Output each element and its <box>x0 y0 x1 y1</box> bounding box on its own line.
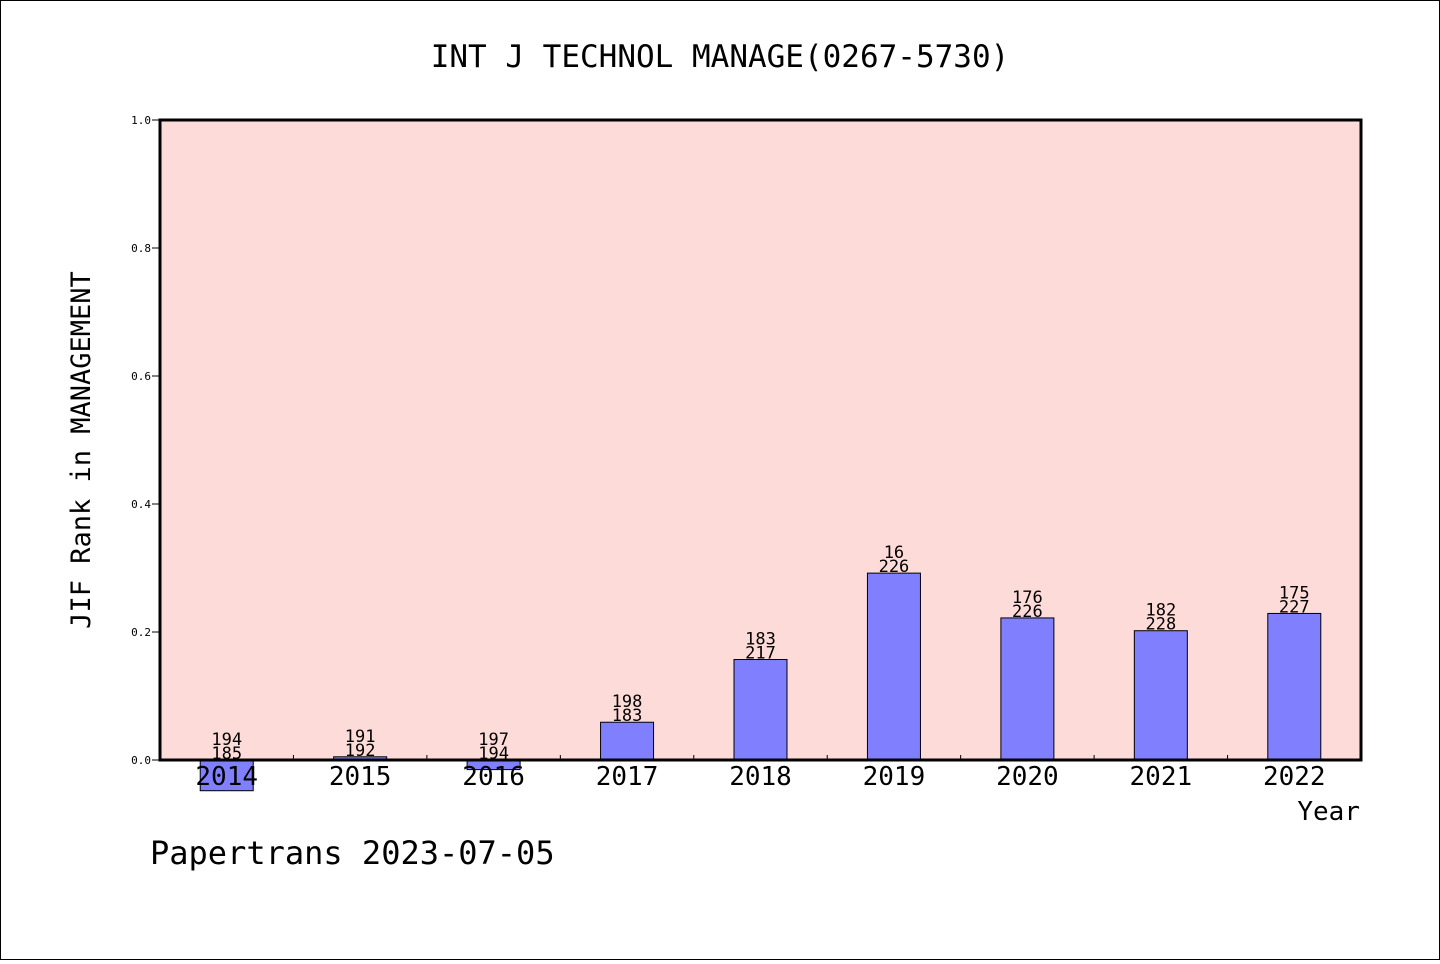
y-tick-label: 0.8 <box>131 242 151 255</box>
data-label-rank: 194 <box>211 730 242 750</box>
data-label-rank: 198 <box>612 692 643 712</box>
x-tick-label: 2021 <box>1130 762 1193 792</box>
bar-2018 <box>733 659 788 761</box>
y-tick-label: 0.6 <box>131 370 151 383</box>
x-tick-label: 2019 <box>863 762 926 792</box>
data-label-total: 228 <box>1145 615 1176 635</box>
data-label-rank: 176 <box>1012 588 1043 608</box>
x-tick-label: 2018 <box>729 762 792 792</box>
y-tick-label: 0.0 <box>131 754 151 767</box>
data-label-rank: 197 <box>478 730 509 750</box>
x-tick-label: 2020 <box>996 762 1059 792</box>
data-label-rank: 182 <box>1145 601 1176 621</box>
data-label-rank: 183 <box>745 630 776 650</box>
bar-2021 <box>1133 630 1188 761</box>
bar-2020 <box>1000 617 1055 761</box>
y-tick-label: 0.4 <box>131 498 151 511</box>
data-label-total: 183 <box>612 706 643 726</box>
y-tick-label: 1.0 <box>131 114 151 127</box>
data-label-total: 227 <box>1279 597 1310 617</box>
y-tick-label: 0.2 <box>131 626 151 639</box>
x-tick-label: 2015 <box>329 762 392 792</box>
x-tick-label: 2016 <box>462 762 525 792</box>
data-label-rank: 175 <box>1279 583 1310 603</box>
data-label-total: 226 <box>1012 602 1043 622</box>
bar-2022 <box>1267 612 1322 761</box>
data-label-total: 185 <box>211 744 242 764</box>
footer-credit: Papertrans 2023-07-05 <box>150 834 555 872</box>
data-label-total: 192 <box>345 741 376 761</box>
data-label-rank: 16 <box>884 543 904 563</box>
data-label-total: 217 <box>745 644 776 664</box>
x-tick-label: 2022 <box>1263 762 1326 792</box>
x-tick-label: 2014 <box>195 762 258 792</box>
x-tick-label: 2017 <box>596 762 659 792</box>
labels-layer: 1941852014191192201519719420161981832017… <box>131 114 1325 792</box>
data-label-total: 194 <box>478 744 509 764</box>
chart-title: INT J TECHNOL MANAGE(0267-5730) <box>431 39 1010 75</box>
data-label-rank: 191 <box>345 727 376 747</box>
bars-layer <box>199 572 1322 792</box>
y-axis-label: JIF Rank in MANAGEMENT <box>66 271 97 629</box>
bar-2017 <box>600 721 655 761</box>
bar-2019 <box>866 572 921 761</box>
plot-frame <box>158 118 1363 762</box>
x-axis-label: Year <box>1297 797 1360 827</box>
data-label-total: 226 <box>879 557 910 577</box>
ticks-layer <box>152 119 1229 761</box>
